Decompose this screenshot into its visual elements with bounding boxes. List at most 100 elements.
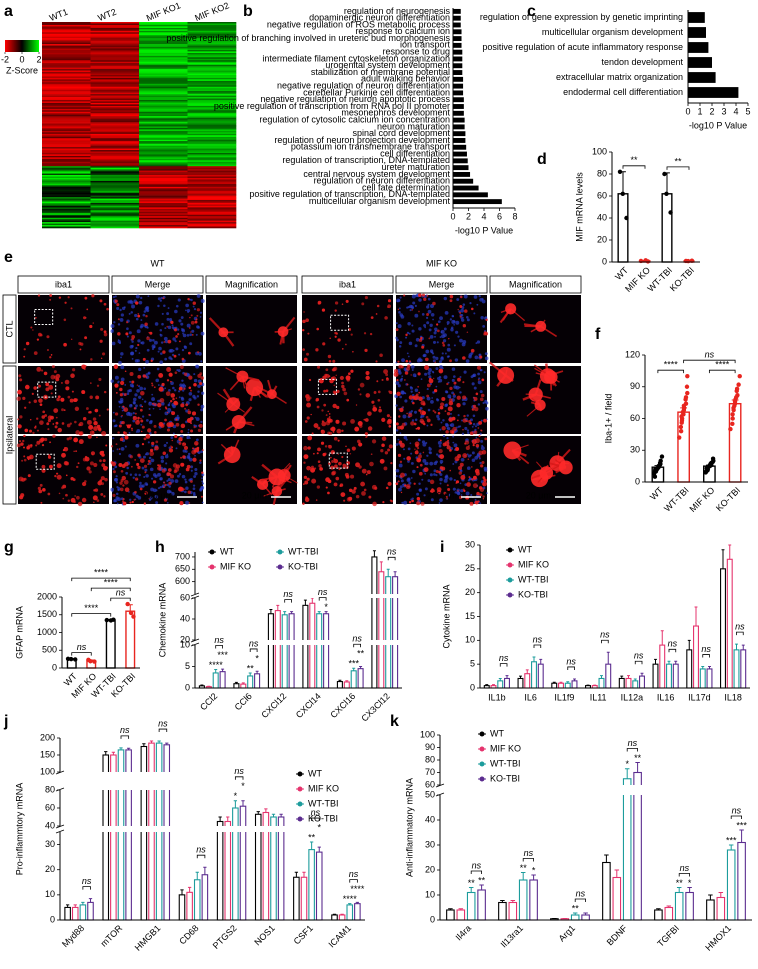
microglia xyxy=(174,435,177,438)
bar xyxy=(453,165,469,170)
microglia xyxy=(449,449,452,452)
nucleus xyxy=(481,446,485,450)
microglia xyxy=(201,496,203,498)
microglia xyxy=(383,369,388,374)
microglia xyxy=(429,378,431,380)
nucleus xyxy=(415,419,418,422)
microglia xyxy=(400,473,405,478)
soma xyxy=(540,466,554,480)
microglia xyxy=(103,466,108,471)
microglia xyxy=(387,414,390,417)
nucleus xyxy=(113,321,115,323)
significance: **** xyxy=(715,360,730,370)
bar xyxy=(453,138,465,143)
microglia xyxy=(317,447,321,451)
data-point xyxy=(735,393,739,397)
nucleus xyxy=(161,460,164,463)
microglia xyxy=(192,334,194,336)
significance: ** xyxy=(630,155,638,165)
nucleus xyxy=(188,398,191,401)
nucleus xyxy=(478,381,482,385)
bracket xyxy=(350,880,358,883)
microglia xyxy=(147,428,151,432)
nucleus xyxy=(136,431,138,433)
nucleus xyxy=(454,479,456,481)
microglia xyxy=(28,456,31,459)
x-tick-label: Il13ra1 xyxy=(499,923,526,950)
microglia xyxy=(68,296,70,298)
nucleus xyxy=(127,336,129,338)
microglia xyxy=(190,430,193,433)
microglia xyxy=(348,497,352,501)
bar xyxy=(453,192,488,197)
bar xyxy=(393,577,398,688)
microglia xyxy=(342,464,346,468)
microglia xyxy=(135,477,138,480)
bar xyxy=(738,843,745,921)
bar xyxy=(453,124,465,129)
microglia xyxy=(303,446,307,450)
nucleus xyxy=(429,451,431,453)
microglia xyxy=(149,332,152,335)
bar xyxy=(688,27,706,38)
microglia xyxy=(310,414,311,415)
microglia xyxy=(403,294,405,296)
microglia xyxy=(71,339,72,340)
bar xyxy=(195,880,200,920)
nucleus xyxy=(446,391,448,393)
microglia xyxy=(396,392,400,396)
bar xyxy=(310,603,315,688)
nucleus xyxy=(479,295,481,297)
row-label: Ipsilateral xyxy=(4,416,14,455)
microglia xyxy=(57,475,62,480)
microglia xyxy=(462,381,464,383)
microglia xyxy=(466,482,471,487)
y-tick-label: 40 xyxy=(425,814,435,824)
microglia xyxy=(443,443,447,447)
nucleus xyxy=(200,316,202,318)
data-point xyxy=(125,602,129,606)
x-tick-label: 4 xyxy=(733,106,738,116)
microglia xyxy=(382,379,384,381)
microglia xyxy=(416,501,420,505)
nucleus xyxy=(160,456,164,460)
microglia xyxy=(201,376,205,380)
nucleus xyxy=(129,499,131,501)
microglia xyxy=(176,464,180,468)
microglia xyxy=(23,455,25,457)
microglia xyxy=(423,298,426,301)
microglia xyxy=(35,317,37,319)
microglia xyxy=(194,441,199,446)
microglia xyxy=(459,471,462,474)
y-tick-label: 5 xyxy=(185,661,190,671)
y-tick-label: 200 xyxy=(40,732,55,742)
microglia xyxy=(42,410,45,413)
x-tick-label: Myd88 xyxy=(60,923,86,949)
nucleus xyxy=(426,321,429,324)
microglia xyxy=(317,485,320,488)
microglia xyxy=(336,420,339,423)
microglia xyxy=(321,409,323,411)
microglia xyxy=(445,430,449,434)
microglia xyxy=(19,495,23,499)
microglia xyxy=(345,344,347,346)
microglia xyxy=(160,424,164,428)
microglia xyxy=(425,358,429,362)
microglia xyxy=(455,447,459,451)
bar xyxy=(453,70,462,75)
microglia xyxy=(103,459,106,462)
nucleus xyxy=(158,347,162,351)
significance: **** xyxy=(94,567,109,577)
microglia xyxy=(419,472,423,476)
significance: ** xyxy=(357,649,365,659)
microglia xyxy=(338,440,340,442)
microglia xyxy=(338,462,342,466)
microglia xyxy=(146,434,151,439)
microglia xyxy=(32,393,34,395)
microglia xyxy=(398,480,400,482)
y-tick-label: 2000 xyxy=(37,591,57,601)
nucleus xyxy=(181,328,183,330)
microglia xyxy=(438,412,441,415)
microglia xyxy=(151,442,154,445)
x-tick-label: BDNF xyxy=(605,923,630,948)
